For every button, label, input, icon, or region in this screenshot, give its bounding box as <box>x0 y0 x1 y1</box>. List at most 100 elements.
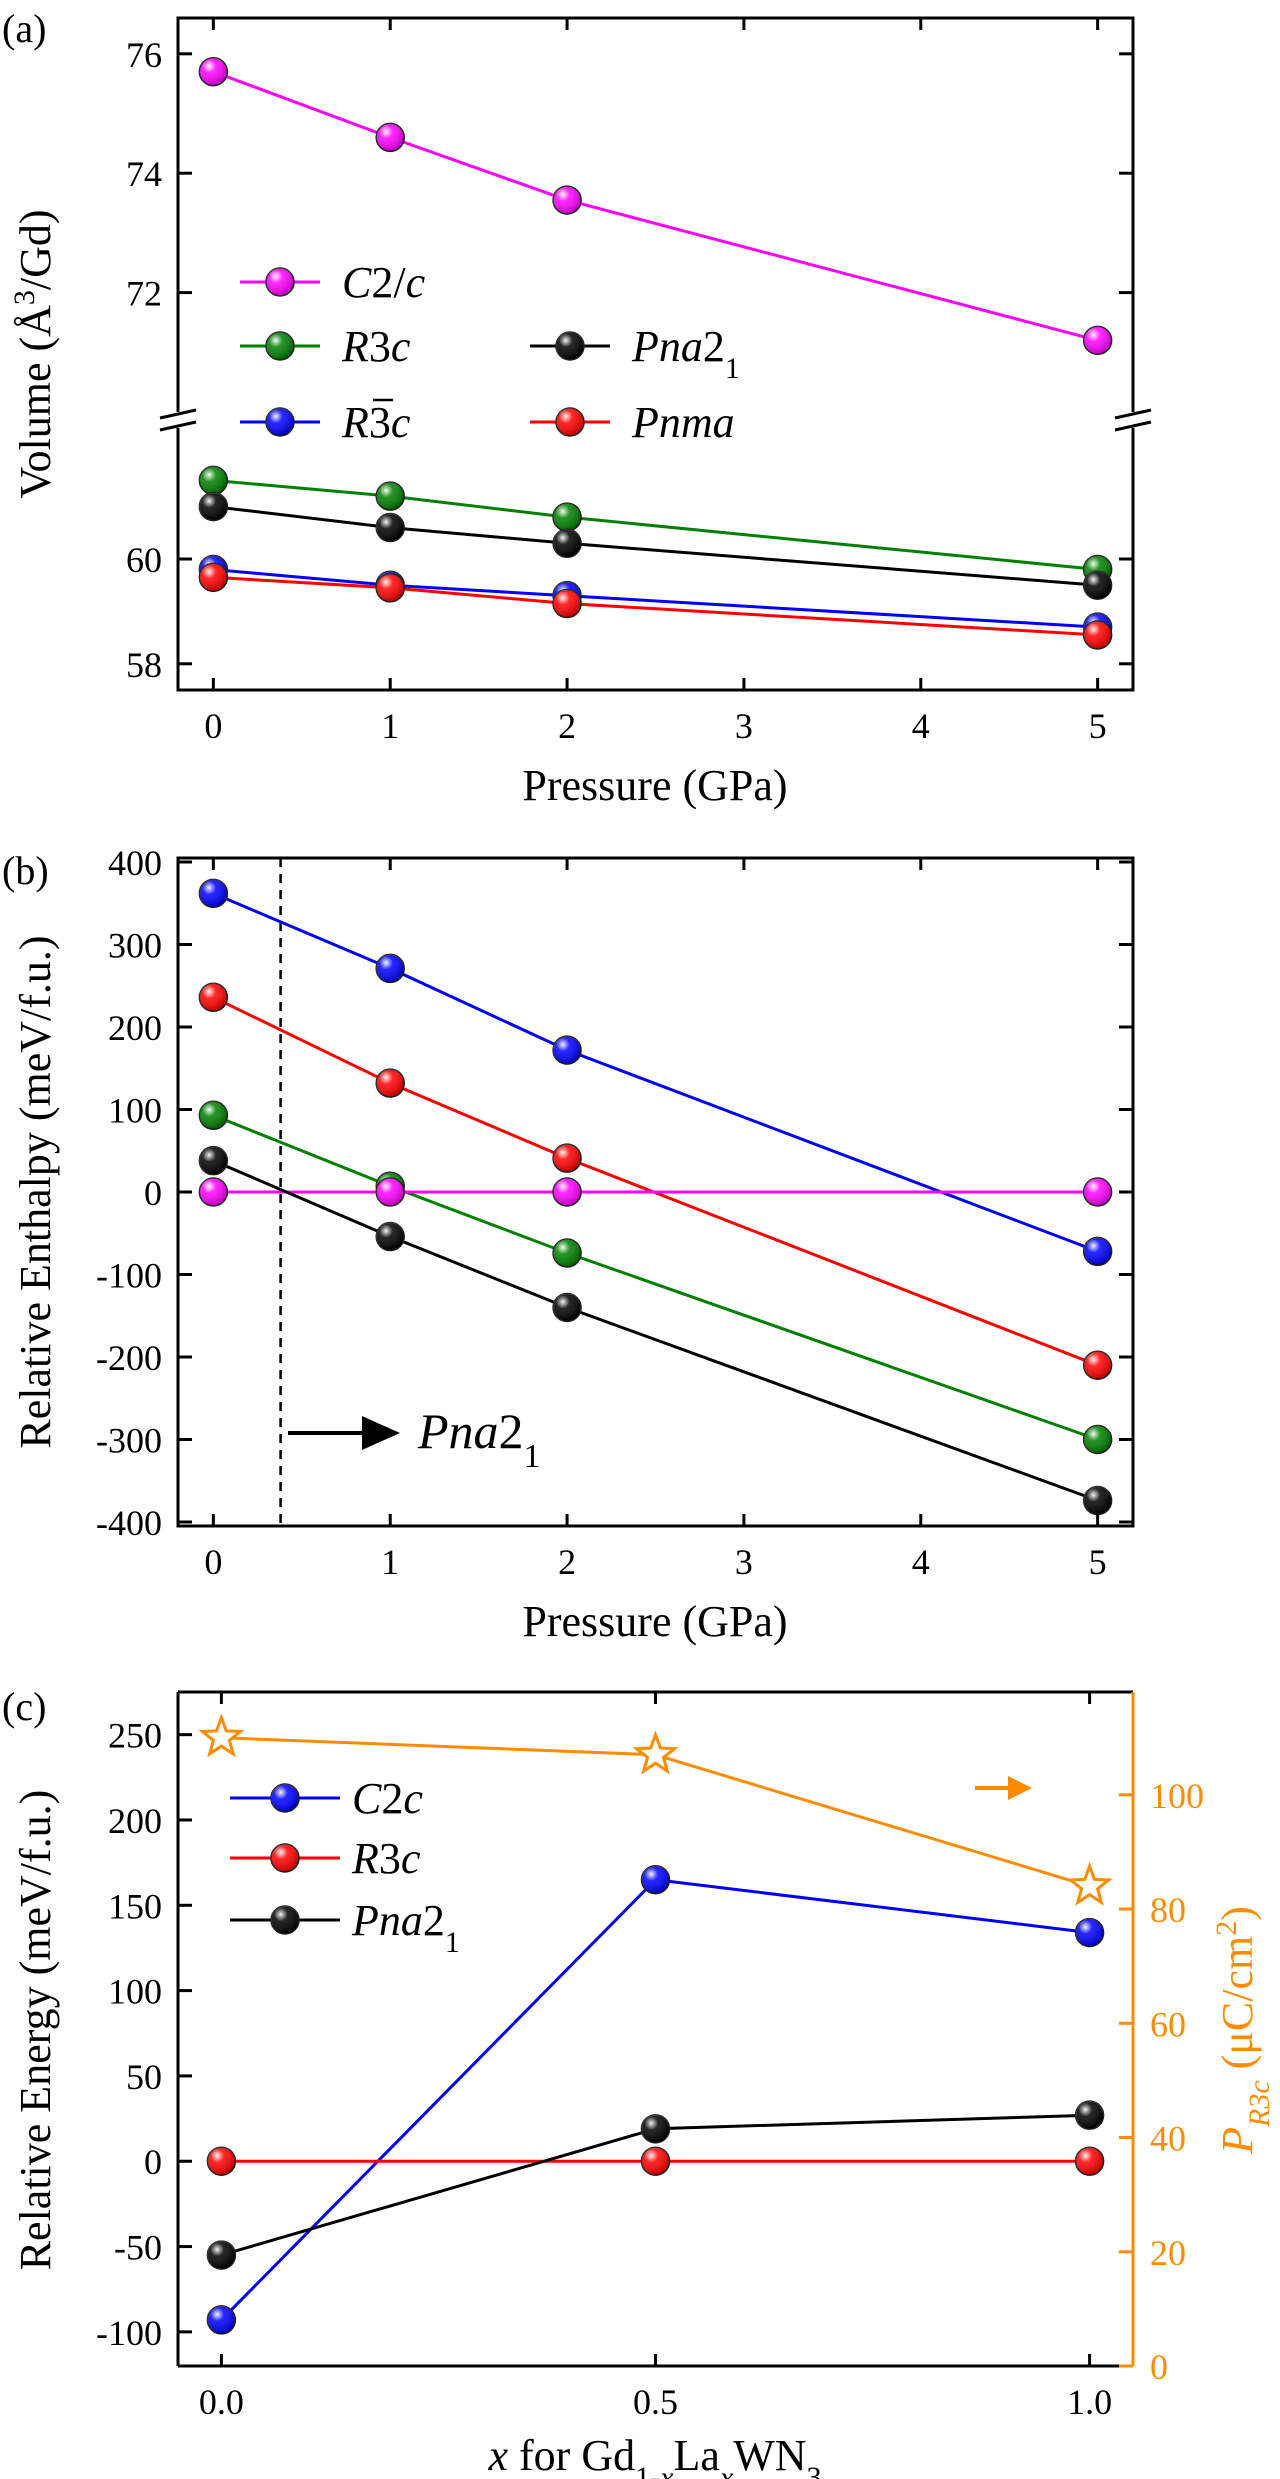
data-point-b-Pna21 <box>552 1292 582 1323</box>
data-point-b-C2/c <box>1082 1177 1113 1207</box>
data-point-b-R-3c <box>552 1035 582 1065</box>
axis-break-right <box>1114 408 1152 432</box>
data-point-c-C2c <box>1074 1917 1105 1948</box>
series-line-a-R3c <box>213 478 1098 571</box>
legend-marker-c <box>270 1905 300 1935</box>
legend-label-a-R-3c: R3c <box>341 398 411 447</box>
data-point-b-R-3c <box>1082 1236 1113 1267</box>
data-point-c-C2c <box>206 2305 237 2335</box>
y-tick-label-b: -300 <box>96 1421 162 1461</box>
x-tick-label-a: 2 <box>558 706 576 746</box>
y2-tick-label-c: 20 <box>1150 2233 1186 2273</box>
data-point-a-C2/c <box>198 56 229 87</box>
legend-label-a-R3c: R3c <box>341 322 411 371</box>
x-tick-label-b: 5 <box>1089 1542 1107 1582</box>
y-tick-label-c: 100 <box>108 1972 162 2012</box>
data-point-a-Pnma <box>1082 620 1113 650</box>
polarization-star-point <box>198 1713 245 1758</box>
y2-tick-label-c: 40 <box>1150 2119 1186 2159</box>
y-tick-label-b: 100 <box>108 1091 162 1131</box>
y-tick-label-c: -50 <box>114 2228 162 2268</box>
transition-annotation: Pna21 <box>288 1403 541 1475</box>
legend-marker-c <box>270 1783 300 1813</box>
y-tick-label-c: 0 <box>144 2142 162 2182</box>
y-tick-label-c: -100 <box>96 2313 162 2353</box>
x-tick-label-a: 5 <box>1089 706 1107 746</box>
x-tick-label-c: 0.0 <box>199 2382 244 2422</box>
data-point-c-R3c <box>206 2146 237 2176</box>
x-axis-title-b: Pressure (GPa) <box>522 1597 787 1646</box>
legend-marker-a <box>265 407 295 437</box>
data-point-a-Pna21 <box>552 528 582 559</box>
legend-marker-a <box>265 267 295 297</box>
legend-label-c-R3c: R3c <box>351 1834 421 1883</box>
legend-marker-a <box>265 331 295 361</box>
series-line-a-Pnma <box>213 575 1098 637</box>
data-point-b-Pna21 <box>1082 1485 1113 1516</box>
axis-break-left <box>159 408 197 432</box>
data-point-c-Pna21 <box>640 2114 671 2144</box>
series-line-b-Pna21 <box>212 1159 1099 1502</box>
panel-c-energy-chart: (c) 0.0 0.5 1.0 -100 -50 0 50 100 150 200 250 0 20 40… <box>2 1684 1276 2479</box>
data-point-c-R3c <box>640 2146 671 2176</box>
x-tick-label-b: 3 <box>735 1542 753 1582</box>
y-tick-label-a: 72 <box>126 274 162 314</box>
series-line-b-R3c <box>212 1113 1099 1441</box>
series-line-a-R-3c <box>213 568 1098 629</box>
legend-marker-a <box>555 407 585 437</box>
data-point-b-Pnma <box>198 982 229 1013</box>
x-axis-title-a: Pressure (GPa) <box>522 761 787 810</box>
panel-b-enthalpy-chart: (b) 0 1 2 3 4 5-400-300-200-1000100200300400 … <box>2 843 1135 1646</box>
y-tick-label-b: 400 <box>108 843 162 883</box>
polarization-star-point <box>632 1730 679 1775</box>
annotation-arrow-head <box>362 1416 400 1450</box>
x-axis-title-c: x for Gd1-xLaxWN3 <box>488 2431 822 2479</box>
data-point-a-Pna21 <box>198 491 229 522</box>
y-tick-label-c: 50 <box>126 2057 162 2097</box>
legend-label-a-Pnma: Pnma <box>631 398 735 447</box>
y-tick-label-b: -400 <box>96 1503 162 1543</box>
legend-label-a-Pna21: Pna21 <box>631 322 740 385</box>
panel-label-a: (a) <box>2 6 46 51</box>
annotation-phase-label: Pna21 <box>417 1403 541 1475</box>
x-tick-label-a: 0 <box>204 706 222 746</box>
y2-tick-label-c: 80 <box>1150 1890 1186 1930</box>
y2-tick-label-c: 100 <box>1150 1776 1204 1816</box>
legend-c: C2c R3c Pna21 <box>230 1774 460 1959</box>
legend-marker-a <box>555 331 585 361</box>
data-point-c-Pna21 <box>1074 2100 1105 2130</box>
y-tick-label-c: 150 <box>108 1886 162 1926</box>
x-tick-label-a: 3 <box>735 706 753 746</box>
y-tick-label-a: 74 <box>126 154 162 194</box>
data-point-c-Pna21 <box>206 2240 237 2270</box>
data-point-a-C2/c <box>375 122 405 153</box>
data-point-b-Pna21 <box>198 1145 229 1176</box>
y-axis-title-c: Relative Energy (meV/f.u.) <box>11 1790 60 2271</box>
legend-marker-c <box>270 1843 300 1873</box>
data-point-b-C2/c <box>375 1177 405 1207</box>
legend-a: C2/c R3c Pna21 R3c Pnma <box>240 258 740 447</box>
series-line-a-C2/c <box>212 70 1098 342</box>
data-point-a-Pna21 <box>1082 570 1113 600</box>
data-point-b-R-3c <box>198 878 229 909</box>
data-point-a-Pnma <box>552 588 582 619</box>
data-point-b-Pnma <box>1082 1350 1113 1380</box>
y-axis-title-a: Volume (Å3/Gd) <box>8 209 61 498</box>
series-line-b-Pnma <box>212 995 1099 1367</box>
data-point-b-C2/c <box>552 1177 582 1207</box>
data-point-b-Pnma <box>375 1068 405 1098</box>
x-tick-label-c: 1.0 <box>1067 2382 1112 2422</box>
data-point-c-R3c <box>1074 2146 1105 2176</box>
polarization-star-point <box>1066 1861 1113 1906</box>
data-point-a-Pna21 <box>375 512 405 543</box>
data-point-b-R-3c <box>375 953 405 984</box>
data-point-b-R3c <box>552 1238 582 1268</box>
y-tick-label-a: 60 <box>126 540 162 580</box>
x-tick-label-a: 1 <box>381 706 399 746</box>
series-line-a-Pna21 <box>213 505 1098 587</box>
y-tick-label-b: -200 <box>96 1338 162 1378</box>
series-line-c-C2c <box>220 1878 1090 2321</box>
y-tick-label-b: -100 <box>96 1256 162 1296</box>
y-tick-label-b: 300 <box>108 926 162 966</box>
